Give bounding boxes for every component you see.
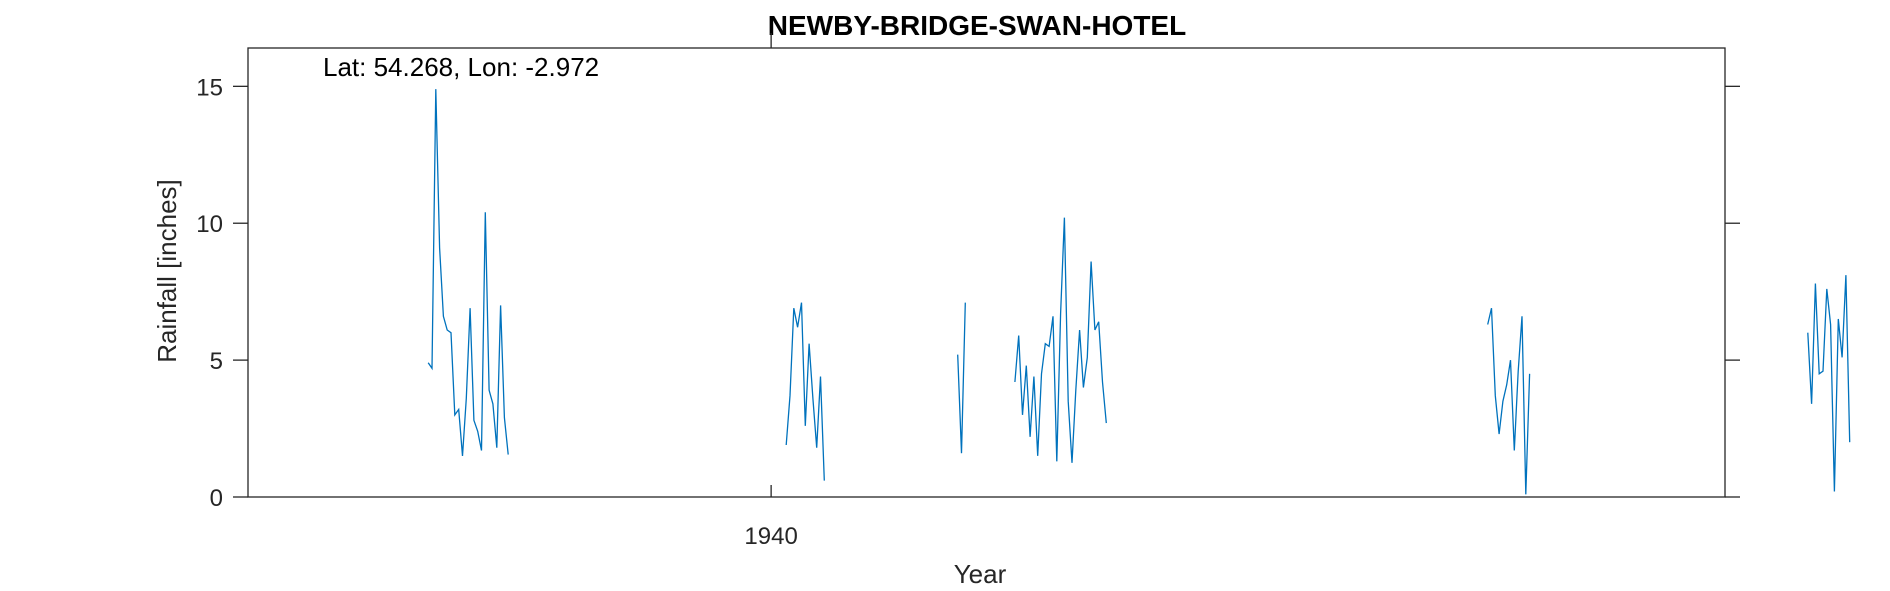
rainfall-series-segment [785,302,825,481]
y-tick-label: 10 [196,211,223,238]
rainfall-series-segment [1487,307,1531,495]
y-axis-label: Rainfall [inches] [152,179,182,363]
rainfall-series-segment [1807,275,1851,492]
chart-title: NEWBY-BRIDGE-SWAN-HOTEL [768,10,1186,41]
rainfall-series-segment [957,302,966,454]
rainfall-series-segment [427,89,509,456]
plot-box [247,47,1726,498]
x-tick-label: 1940 [744,523,797,550]
ticks-layer: 0 5 10 15 1940 [196,33,1740,550]
axes-frame [247,47,1726,498]
y-tick-label: 5 [210,348,223,375]
rainfall-series-segment [1014,217,1107,463]
series-layer [427,89,1851,495]
y-tick-label: 15 [196,74,223,101]
x-axis-label: Year [954,559,1007,589]
y-tick-label: 0 [210,485,223,512]
location-annotation: Lat: 54.268, Lon: -2.972 [323,52,599,82]
